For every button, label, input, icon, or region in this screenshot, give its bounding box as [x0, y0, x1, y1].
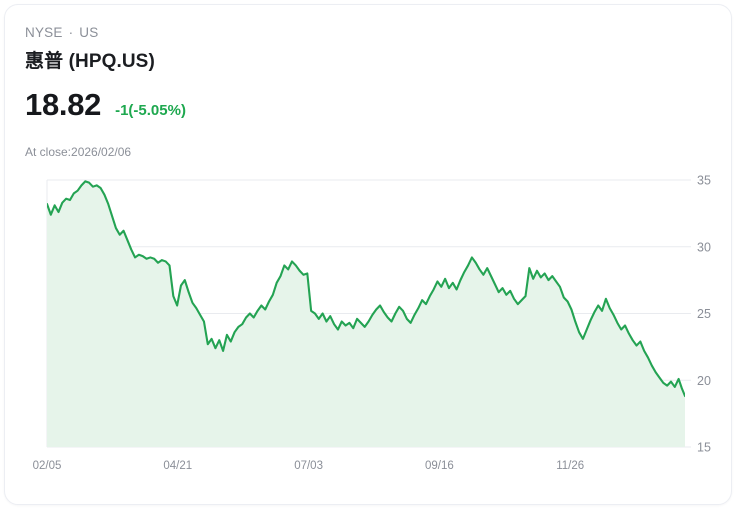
exchange-region-row: NYSE · US: [25, 25, 98, 40]
x-axis-labels: 02/05 04/21 07/03 09/16 11/26: [33, 460, 585, 472]
chart-area-fill: [47, 181, 685, 447]
stock-quote-card: NYSE · US 惠普 (HPQ.US) 18.82 -1(-5.05%) A…: [4, 4, 732, 505]
x-axis-tick-label: 04/21: [163, 460, 192, 472]
separator-dot: ·: [68, 24, 74, 40]
price-chart[interactable]: 35 30 25 20 15 02/05 04/21 07/03 09/16 11/26: [5, 170, 732, 480]
y-axis-labels: 35 30 25 20 15: [697, 174, 711, 455]
page-title: 惠普 (HPQ.US): [25, 51, 155, 72]
y-axis-tick-label: 15: [697, 441, 711, 455]
price-chart-svg[interactable]: 35 30 25 20 15 02/05 04/21 07/03 09/16 11/26: [5, 170, 732, 480]
x-axis-tick-label: 11/26: [556, 460, 584, 472]
y-axis-tick-label: 20: [697, 374, 711, 388]
y-axis-tick-label: 25: [697, 307, 711, 321]
market-status-note: At close:2026/02/06: [25, 145, 132, 159]
y-axis-tick-label: 30: [697, 240, 711, 254]
x-axis-tick-label: 09/16: [425, 460, 454, 472]
region-label: US: [79, 25, 99, 40]
price-row: 18.82 -1(-5.05%): [25, 89, 186, 120]
exchange-label: NYSE: [25, 25, 63, 40]
y-axis-tick-label: 35: [697, 174, 711, 188]
chart-line: [47, 180, 685, 398]
x-axis-tick-label: 02/05: [33, 460, 62, 472]
x-axis-tick-label: 07/03: [294, 460, 323, 472]
current-price: 18.82: [25, 87, 102, 122]
price-change: -1(-5.05%): [115, 102, 186, 119]
